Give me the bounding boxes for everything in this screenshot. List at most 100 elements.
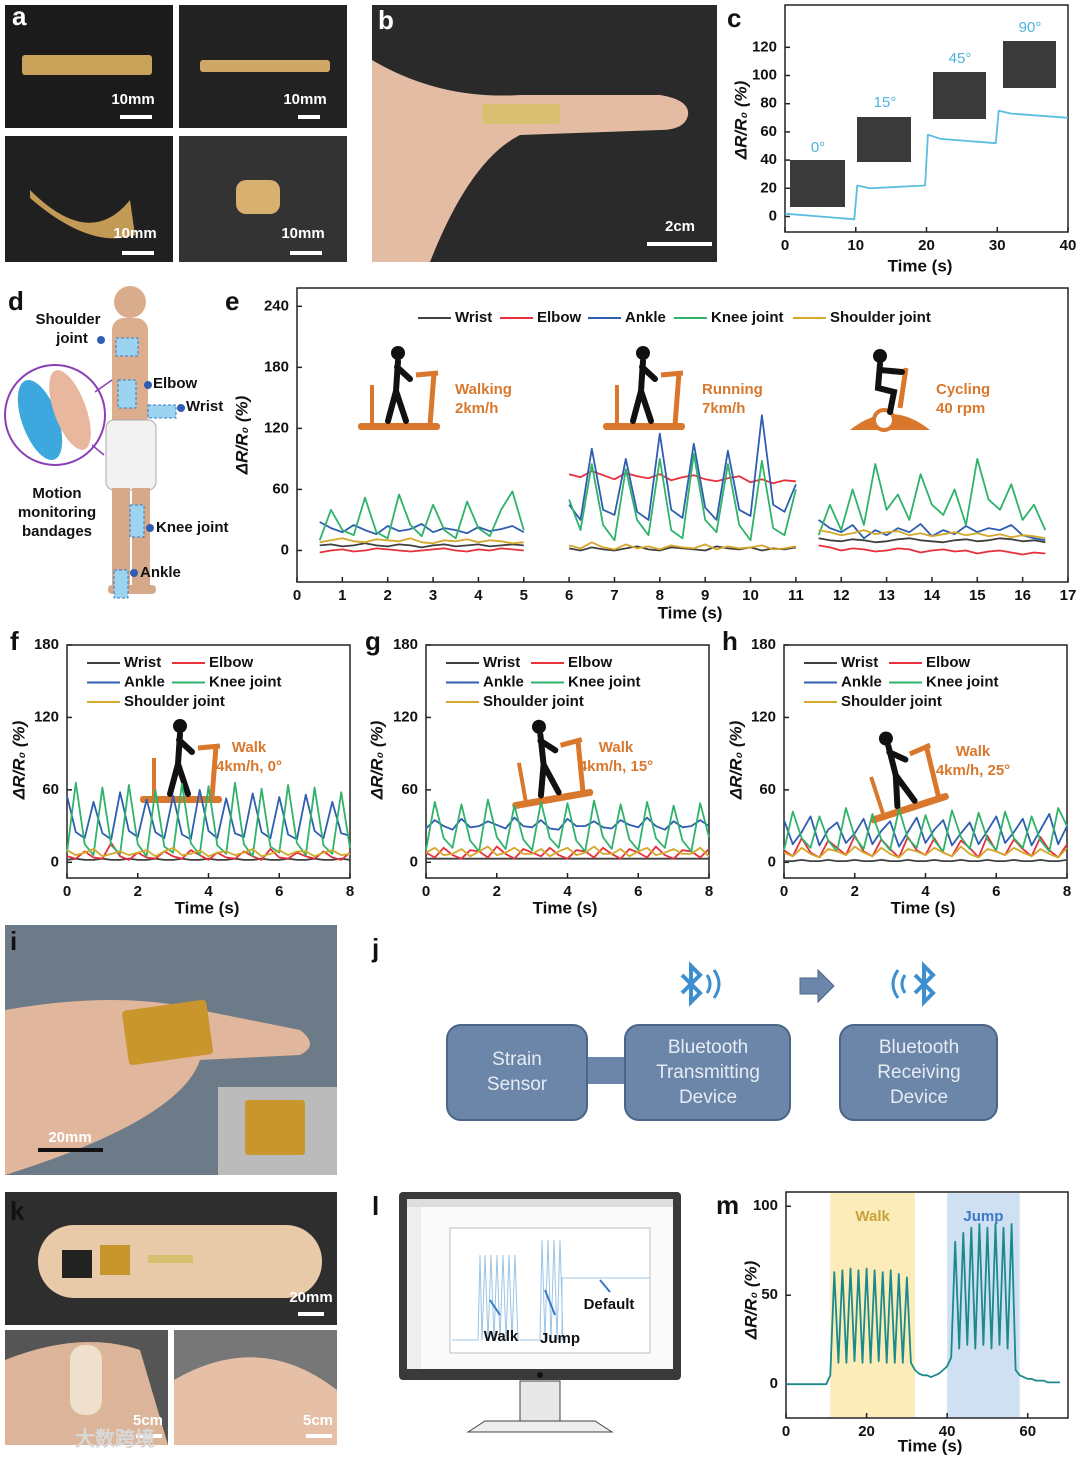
panel-label: i	[10, 926, 17, 956]
scale-bar	[136, 1434, 162, 1438]
scale-bar	[120, 115, 152, 119]
x-tick-label: 9	[701, 587, 709, 604]
body-label: Elbow	[153, 375, 197, 392]
series-line	[319, 537, 1046, 552]
body-label: joint	[55, 330, 88, 347]
x-tick-label: 15	[969, 587, 986, 604]
x-tick-label: 10	[847, 237, 864, 254]
node-label: Device	[679, 1087, 737, 1108]
legend-label: Knee joint	[926, 673, 999, 690]
y-tick-label: 180	[264, 358, 289, 375]
legend-label: Knee joint	[568, 673, 641, 690]
bike-icon	[850, 349, 930, 432]
panel-label: l	[372, 1191, 379, 1221]
panel-label: j	[371, 933, 379, 963]
scale-bar	[298, 115, 320, 119]
photo-b	[372, 5, 717, 262]
x-tick-label: 8	[705, 883, 713, 900]
annotation: 40 rpm	[936, 400, 985, 417]
screen-label: Default	[584, 1296, 635, 1313]
legend-label: Ankle	[483, 673, 524, 690]
node-label: Bluetooth	[668, 1037, 748, 1058]
annotation: 4km/h, 15°	[579, 758, 653, 775]
series-line	[783, 813, 1068, 848]
person	[4, 286, 185, 599]
x-tick-label: 0	[781, 237, 789, 254]
panel-label: a	[12, 1, 27, 31]
y-tick-label: 0	[768, 853, 776, 870]
y-tick-label: 120	[751, 708, 776, 725]
band-label: Walk	[855, 1208, 890, 1225]
annotation: Walking	[455, 381, 512, 398]
annotation: Running	[702, 381, 763, 398]
legend-label: Ankle	[625, 309, 666, 326]
legend-label: Shoulder joint	[841, 693, 942, 710]
series-line	[425, 816, 710, 831]
screen-label: Walk	[484, 1328, 519, 1345]
x-tick-label: 0	[780, 883, 788, 900]
annotation: Cycling	[936, 381, 990, 398]
x-tick-label: 6	[565, 587, 573, 604]
x-tick-label: 17	[1060, 587, 1077, 604]
series-line	[319, 529, 1046, 551]
x-tick-label: 8	[656, 587, 664, 604]
panel-label: c	[727, 3, 741, 33]
panel-label: f	[10, 626, 19, 656]
annotation: 0°	[811, 139, 825, 156]
legend-label: Ankle	[124, 673, 165, 690]
x-tick-label: 6	[634, 883, 642, 900]
node-label: Transmitting	[656, 1062, 760, 1083]
y-tick-label: 100	[752, 66, 777, 83]
y-tick-label: 60	[760, 123, 777, 140]
x-tick-label: 10	[742, 587, 759, 604]
scale-label: 20mm	[48, 1129, 91, 1146]
y-tick-label: 40	[760, 151, 777, 168]
band-label: Jump	[963, 1208, 1003, 1225]
treadmill-icon	[358, 346, 440, 430]
y-tick-label: 180	[393, 636, 418, 653]
body-label: Motion	[32, 485, 81, 502]
x-tick-label: 2	[134, 883, 142, 900]
x-tick-label: 0	[782, 1423, 790, 1440]
y-tick-label: 0	[281, 541, 289, 558]
legend-label: Shoulder joint	[830, 309, 931, 326]
watermark: 大数跨境	[75, 1426, 155, 1450]
y-axis-label: ΔR/R₀ (%)	[367, 720, 386, 800]
annotation: Walk	[232, 739, 267, 756]
treadmill-icon	[603, 346, 685, 430]
x-axis-label: Time (s)	[898, 1436, 963, 1455]
annotation: Walk	[599, 739, 634, 756]
annotation: 45°	[949, 50, 972, 67]
series-line	[425, 798, 710, 853]
x-tick-label: 13	[878, 587, 895, 604]
series-line	[66, 857, 351, 861]
y-tick-label: 120	[34, 708, 59, 725]
node-label: Device	[890, 1087, 948, 1108]
annotation: 4km/h, 25°	[936, 762, 1010, 779]
annotation: 2km/h	[455, 400, 498, 417]
legend-label: Wrist	[124, 654, 161, 671]
x-tick-label: 40	[1060, 237, 1077, 254]
scale-label: 10mm	[111, 91, 154, 108]
annotation: 7km/h	[702, 400, 745, 417]
x-tick-label: 11	[788, 587, 804, 604]
panel-label: e	[225, 286, 239, 316]
x-tick-label: 4	[204, 883, 213, 900]
plot-frame	[296, 287, 1069, 583]
x-tick-label: 4	[921, 883, 930, 900]
panel-label: m	[716, 1190, 739, 1220]
scale-label: 5cm	[303, 1412, 333, 1429]
legend-label: Elbow	[568, 654, 612, 671]
x-tick-label: 2	[493, 883, 501, 900]
diagram	[446, 961, 998, 1121]
photo-insets	[790, 41, 1056, 207]
scale-label: 10mm	[113, 225, 156, 242]
y-tick-label: 100	[753, 1197, 778, 1214]
y-tick-label: 50	[761, 1286, 778, 1303]
y-tick-label: 60	[759, 781, 776, 798]
x-tick-label: 40	[939, 1423, 956, 1440]
legend-label: Wrist	[841, 654, 878, 671]
body-label: bandages	[22, 523, 92, 540]
node-label: Bluetooth	[879, 1037, 959, 1058]
